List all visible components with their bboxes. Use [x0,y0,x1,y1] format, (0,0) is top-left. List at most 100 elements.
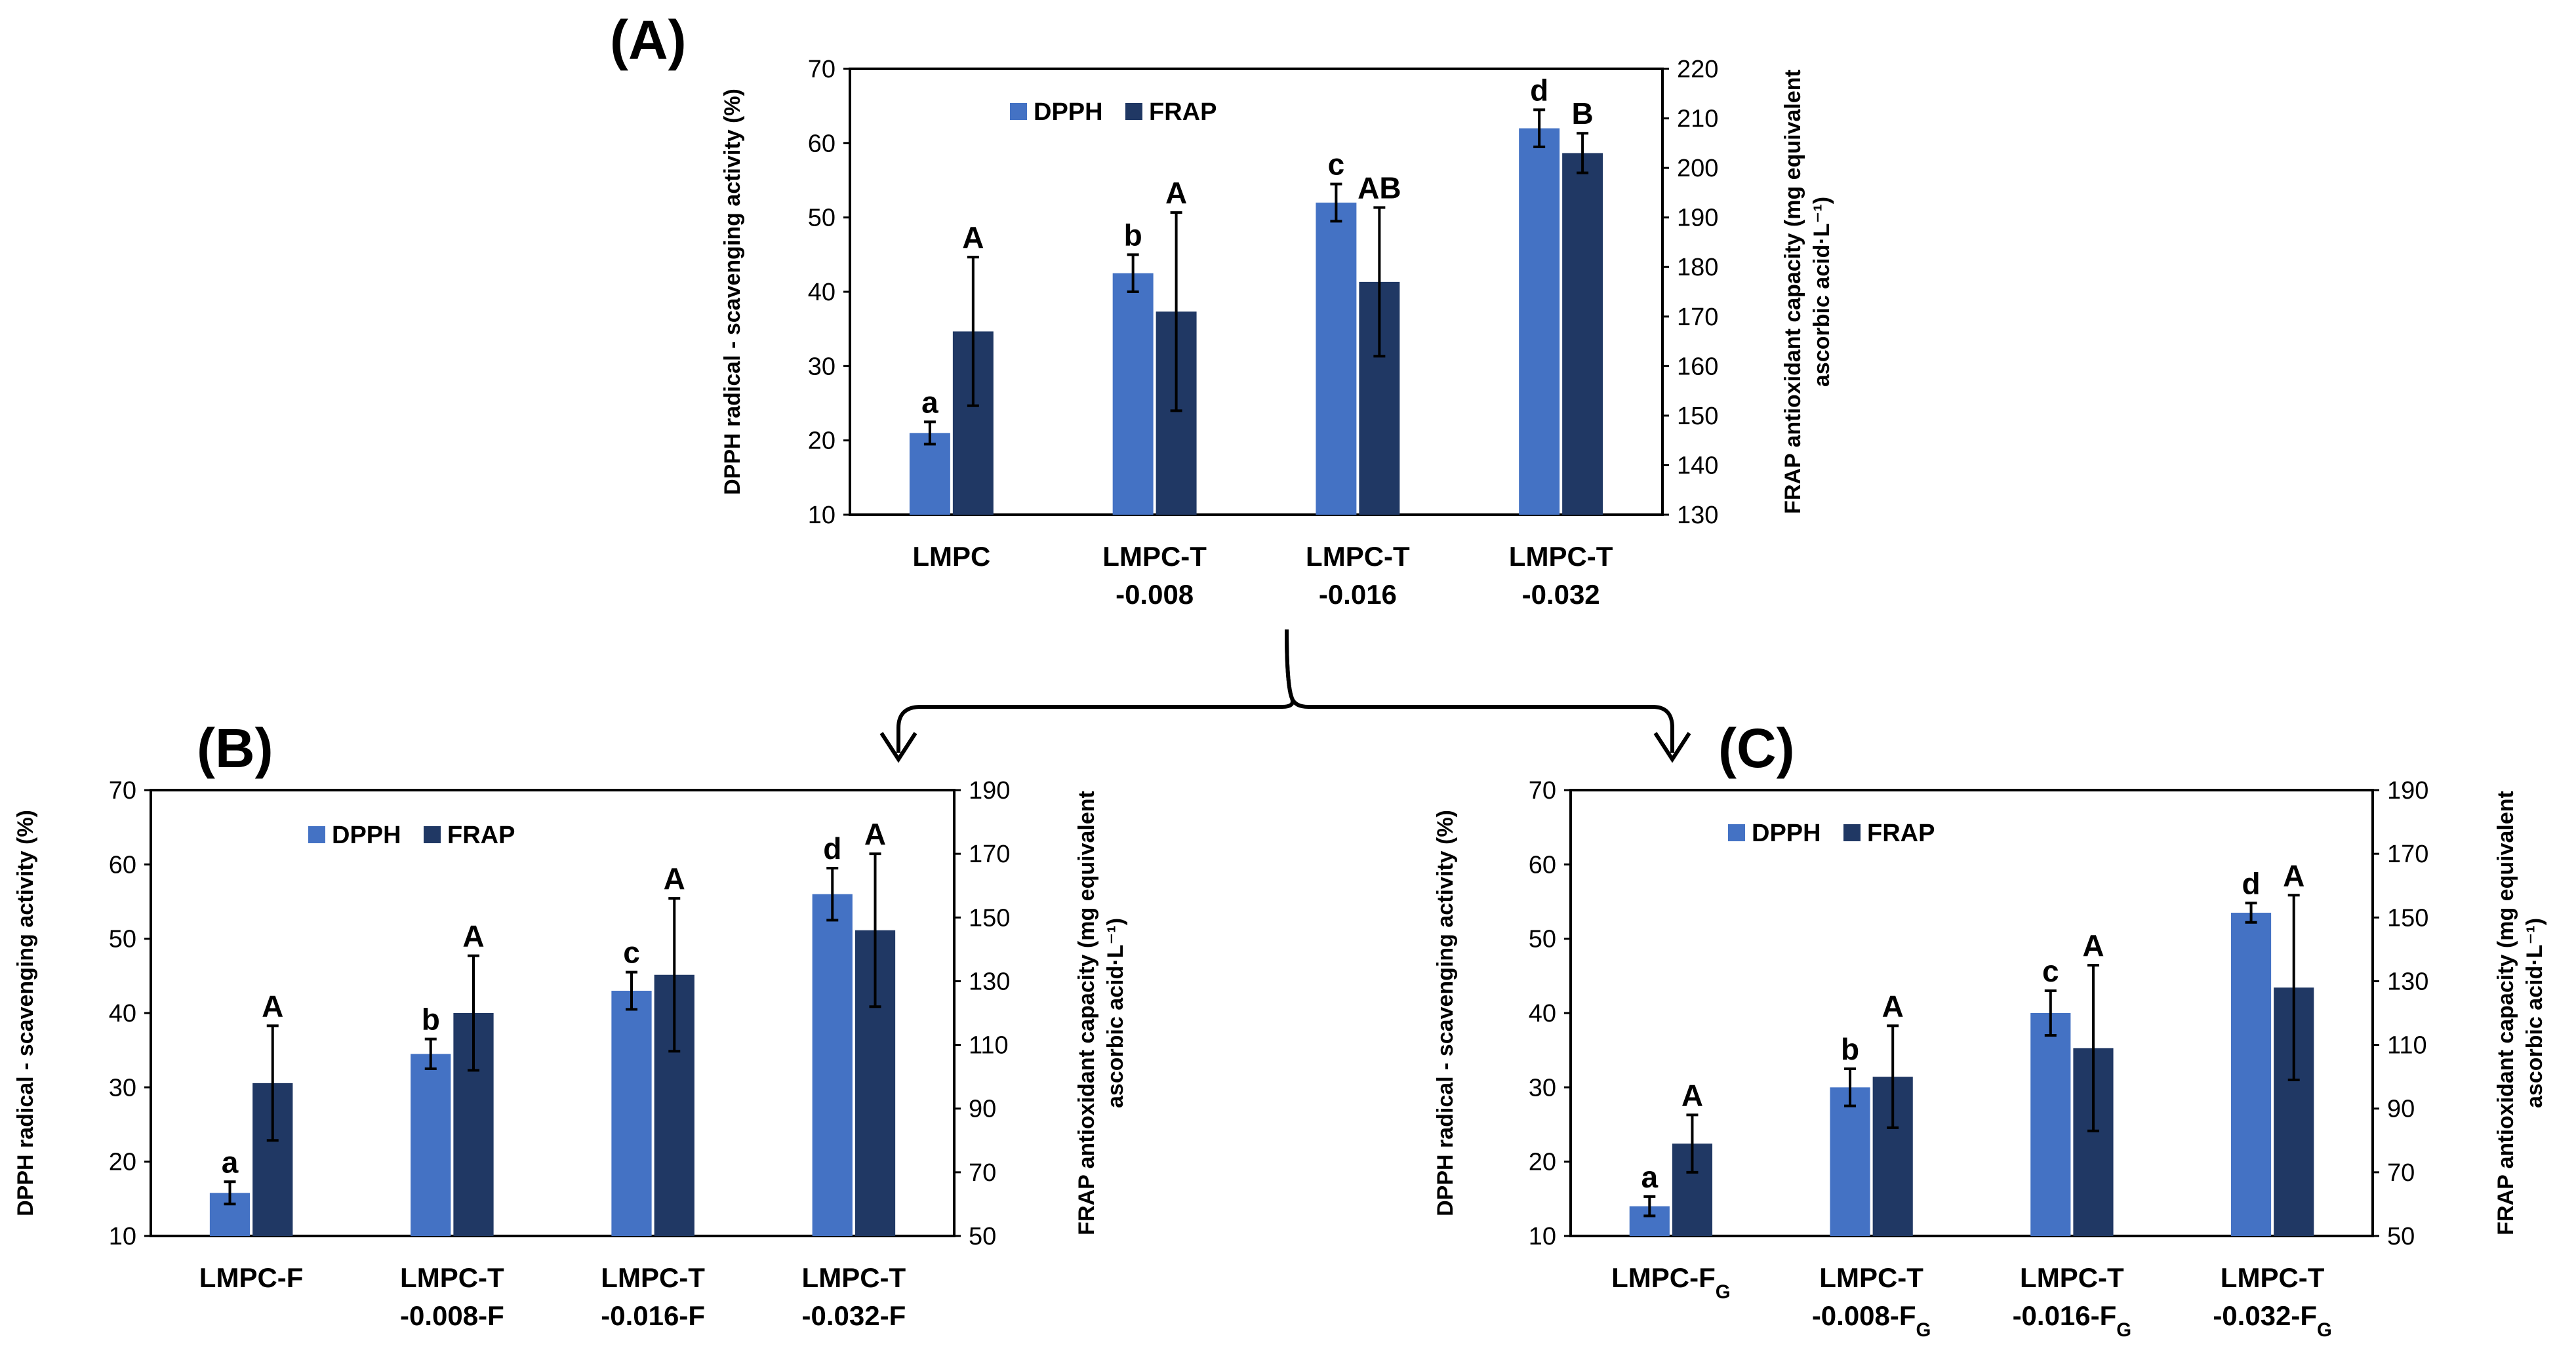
significance-letter: d [2242,866,2260,900]
legend-label-dpph: DPPH [1034,98,1103,126]
y2-tick-label: 70 [969,1159,996,1187]
y2-axis-title: FRAP antioxidant capacity (mg equivalent… [1074,791,1128,1235]
legend-label-frap: FRAP [447,822,515,849]
significance-letter: c [623,936,640,970]
y2-tick-label: 180 [1677,254,1718,281]
branching-arrows-icon [879,629,1691,763]
category-label: LMPC-F [199,1262,304,1293]
bar-dpph [812,894,853,1236]
y2-tick-label: 170 [1677,304,1718,331]
category-label: LMPC [912,541,990,572]
significance-letter: A [462,919,484,953]
significance-letter: a [1641,1160,1659,1194]
chart-A: (A) 10 20 30 40 50 60 70 130 140 150 160 170 180 190 20… [610,9,1834,610]
y-tick-label: 30 [808,353,835,380]
category-label: LMPC-T [1102,541,1207,572]
y2-tick-label: 50 [969,1223,996,1250]
y-tick-label: 60 [808,130,835,157]
y-tick-label: 10 [808,502,835,529]
y2-tick-label: 190 [1677,205,1718,232]
significance-letter: A [664,862,685,896]
y-tick-label: 20 [1529,1149,1556,1176]
bar-dpph [1830,1087,1870,1236]
panel-label: (C) [1718,717,1795,779]
significance-letter: b [1124,218,1142,252]
significance-letter: A [864,817,886,851]
y2-tick-label: 170 [969,841,1010,868]
y-tick-label: 50 [808,205,835,232]
y-tick-label: 40 [1529,1000,1556,1027]
significance-letter: A [962,220,984,254]
y2-tick-label: 170 [2387,841,2428,868]
bar-frap [1562,153,1603,515]
bar-dpph [411,1054,451,1236]
y2-tick-label: 190 [969,777,1010,805]
y2-tick-label: 150 [1677,403,1718,430]
y2-tick-label: 150 [2387,904,2428,932]
y-tick-label: 20 [109,1149,136,1176]
y2-tick-label: 160 [1677,353,1718,380]
y-axis-title: DPPH radical - scavenging activity (%) [13,810,38,1216]
category-label: LMPC-T [1819,1262,1923,1293]
category-label: -0.032-F [802,1300,906,1331]
bar-dpph [1316,203,1357,515]
y2-axis-title-line: FRAP antioxidant capacity (mg equivalent [1074,791,1099,1235]
y2-axis-title-line: FRAP antioxidant capacity (mg equivalent [1781,70,1805,514]
legend-swatch-dpph [1010,103,1027,120]
y2-tick-label: 90 [969,1096,996,1123]
legend: DPPH FRAP [1010,98,1217,126]
significance-letter: A [2082,928,2104,963]
y-tick-label: 70 [1529,777,1556,805]
category-label: -0.016-FG [2013,1300,2132,1341]
category-label: -0.008 [1116,579,1194,610]
legend-swatch-dpph [1728,824,1745,841]
category-label: LMPC-T [802,1262,906,1293]
significance-letter: c [1328,148,1345,182]
y-tick-label: 70 [109,777,136,805]
significance-letter: d [1530,73,1548,107]
y2-tick-label: 50 [2387,1223,2415,1250]
y-tick-label: 50 [1529,926,1556,953]
y-tick-label: 10 [109,1223,136,1250]
y-axis-title: DPPH radical - scavenging activity (%) [720,89,745,495]
y-axis-title: DPPH radical - scavenging activity (%) [1433,810,1458,1216]
y2-tick-label: 150 [969,904,1010,932]
y2-tick-label: 130 [969,968,1010,995]
legend: DPPH FRAP [308,822,515,849]
y2-tick-label: 70 [2387,1159,2415,1187]
y2-tick-label: 130 [2387,968,2428,995]
category-label: LMPC-T [2020,1262,2124,1293]
y2-axis-title-line: ascorbic acid·L⁻¹) [1809,197,1834,387]
y2-axis-title: FRAP antioxidant capacity (mg equivalent… [2493,791,2547,1235]
legend-label-frap: FRAP [1149,98,1217,126]
bar-dpph [909,433,950,515]
y-tick-label: 30 [109,1074,136,1102]
category-label: LMPC-T [1509,541,1613,572]
y2-tick-label: 220 [1677,56,1718,83]
category-label: LMPC-T [2221,1262,2325,1293]
category-label: -0.032-FG [2213,1300,2332,1341]
category-label: LMPC-FG [1611,1262,1731,1303]
bar-dpph [2030,1013,2071,1236]
legend-swatch-frap [424,826,441,843]
significance-letter: a [222,1145,239,1179]
bar-dpph [2230,913,2272,1236]
category-label: -0.016 [1319,579,1397,610]
chart-C: (C) 10 20 30 40 50 60 70 50 70 90 110 130 150 170 190 DP… [1433,717,2547,1341]
y-tick-label: 60 [109,851,136,879]
y2-axis-title-line: ascorbic acid·L⁻¹) [1103,918,1128,1108]
y2-tick-label: 210 [1677,106,1718,133]
category-label: -0.016-F [601,1300,705,1331]
legend-label-frap: FRAP [1867,820,1935,847]
y2-tick-label: 190 [2387,777,2428,805]
category-label: LMPC-T [400,1262,504,1293]
significance-letter: A [1165,176,1187,210]
category-label: LMPC-T [1306,541,1410,572]
significance-letter: b [1841,1032,1859,1066]
y2-tick-label: 90 [2387,1096,2415,1123]
legend-swatch-dpph [308,826,325,843]
bar-dpph [1112,273,1154,515]
significance-letter: A [262,989,283,1023]
category-label: -0.032 [1522,579,1600,610]
